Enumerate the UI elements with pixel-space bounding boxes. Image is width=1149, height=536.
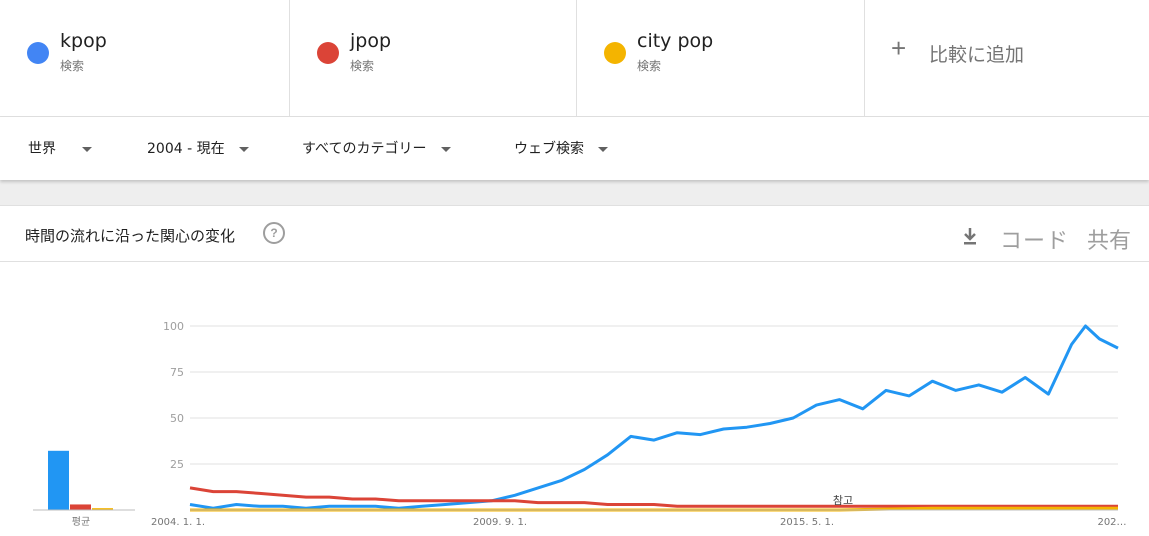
- term-jpop[interactable]: jpop 検索: [290, 0, 577, 116]
- term-city-pop[interactable]: city pop 検索: [577, 0, 865, 116]
- average-bar-kpop: [48, 450, 69, 510]
- add-comparison-label[interactable]: 比較に追加: [929, 44, 1025, 66]
- average-bar-city-pop: [92, 508, 113, 510]
- divider: [0, 261, 1149, 262]
- term-kpop[interactable]: kpop 検索: [0, 0, 290, 116]
- caret-down-icon: [82, 146, 93, 152]
- y-tick-label: 50: [170, 412, 184, 425]
- region-label: 世界: [28, 141, 56, 157]
- term-name[interactable]: city pop: [637, 30, 714, 52]
- x-tick-label: 202…: [1097, 517, 1126, 528]
- help-icon[interactable]: ?: [263, 222, 285, 244]
- region-dropdown[interactable]: 世界: [28, 138, 93, 158]
- y-tick-label: 75: [170, 366, 184, 379]
- interest-over-time-card: 時間の流れに沿った関心の変化 ? コード 共有 100 75 50 25 2004. 1…: [0, 205, 1149, 536]
- note-label: 참고: [833, 494, 853, 507]
- x-tick-label: 2015. 5. 1.: [780, 517, 834, 528]
- filter-bar: 世界 2004 - 現在 すべてのカテゴリー ウェブ検索: [0, 117, 1149, 180]
- caret-down-icon: [598, 146, 609, 152]
- term-color-dot: [27, 42, 49, 64]
- term-type: 検索: [637, 59, 662, 73]
- add-comparison-button[interactable]: + 比較に追加: [865, 0, 1149, 116]
- download-icon[interactable]: [962, 226, 978, 246]
- term-type: 検索: [350, 59, 375, 73]
- category-dropdown[interactable]: すべてのカテゴリー: [302, 138, 451, 158]
- time-range-label: 2004 - 現在: [147, 141, 225, 157]
- y-tick-label: 100: [163, 320, 184, 333]
- term-color-dot: [604, 42, 626, 64]
- term-name[interactable]: kpop: [60, 30, 107, 52]
- card-title: 時間の流れに沿った関心の変化: [25, 227, 236, 245]
- average-label: 평균: [72, 516, 90, 528]
- average-bar-jpop: [70, 504, 91, 510]
- series-line-kpop: [189, 324, 1119, 510]
- embed-code-button[interactable]: コード: [1000, 229, 1070, 254]
- caret-down-icon: [239, 146, 250, 152]
- search-type-dropdown[interactable]: ウェブ検索: [514, 138, 609, 158]
- x-tick-label: 2004. 1. 1.: [151, 517, 205, 528]
- caret-down-icon: [440, 146, 451, 152]
- search-type-label: ウェブ検索: [514, 141, 584, 157]
- time-range-dropdown[interactable]: 2004 - 現在: [147, 138, 250, 158]
- term-type: 検索: [60, 59, 85, 73]
- share-button[interactable]: 共有: [1087, 229, 1132, 254]
- category-label: すべてのカテゴリー: [302, 141, 427, 157]
- term-color-dot: [317, 42, 339, 64]
- series-line-jpop: [189, 486, 1118, 508]
- term-name[interactable]: jpop: [350, 30, 392, 52]
- interest-chart: 100 75 50 25 2004. 1. 1. 2009. 9. 1. 2015. 5. …: [33, 320, 1127, 528]
- x-tick-label: 2009. 9. 1.: [473, 517, 527, 528]
- y-tick-label: 25: [170, 458, 184, 471]
- plus-icon: +: [891, 33, 907, 63]
- search-terms-bar: kpop 検索 jpop 検索 city pop 検索 + 比較に追加: [0, 0, 1149, 117]
